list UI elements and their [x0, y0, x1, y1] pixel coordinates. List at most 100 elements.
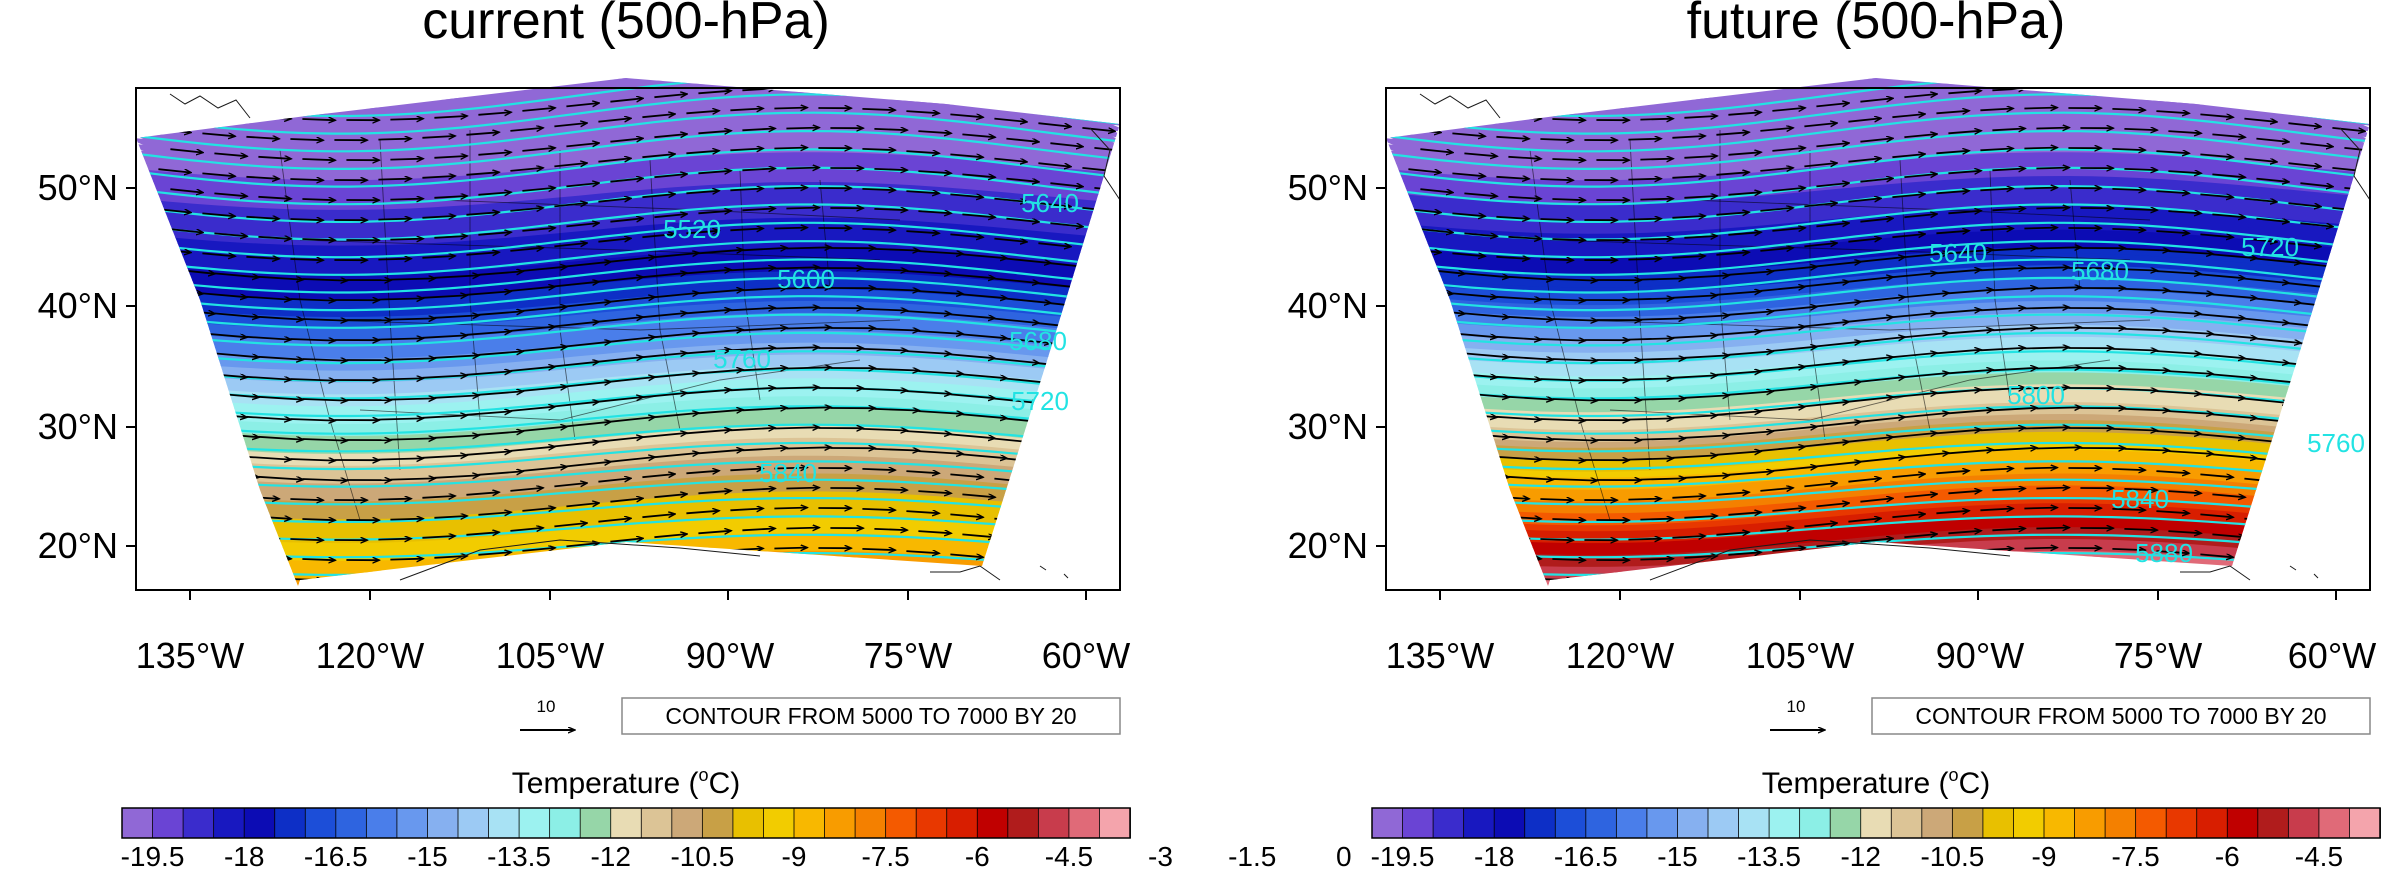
- wind-vector: [2288, 242, 2320, 246]
- wind-vector: [566, 262, 610, 268]
- wind-vector: [1804, 563, 1836, 566]
- wind-vector: [962, 213, 994, 217]
- wind-vector: [422, 216, 454, 218]
- wind-vector: [290, 299, 334, 301]
- colorbar-swatch: [2165, 807, 2198, 839]
- wind-vector: [642, 393, 686, 399]
- wind-vector: [1860, 457, 1904, 463]
- wind-vector: [202, 492, 234, 496]
- wind-vector: [1628, 139, 1660, 140]
- wind-vector: [422, 136, 454, 138]
- wind-vector: [1094, 507, 1120, 511]
- wind-vector: [610, 98, 642, 101]
- temperature-band: [136, 579, 1120, 586]
- wind-vector: [522, 267, 566, 272]
- wind-vector: [2288, 122, 2320, 126]
- wind-vector: [1050, 422, 1094, 428]
- colorbar-swatch: [457, 807, 490, 839]
- wind-vector: [390, 159, 422, 160]
- wind-vector: [1728, 192, 1760, 195]
- wind-vector: [522, 387, 566, 392]
- wind-vector: [554, 442, 598, 448]
- wind-vector: [566, 342, 610, 348]
- wind-vector: [1050, 542, 1082, 546]
- wind-vector: [290, 419, 334, 421]
- wind-vector: [730, 189, 762, 191]
- wind-vector: [246, 375, 290, 380]
- wind-vector: [686, 111, 718, 114]
- wind-vector: [918, 211, 950, 213]
- wind-vector: [2156, 191, 2188, 193]
- wind-vector: [1464, 352, 1508, 357]
- wind-vector: [686, 350, 730, 355]
- colorbar-title-text: Temperature: [512, 767, 680, 800]
- wind-vector: [2024, 267, 2068, 268]
- wind-vector: [1640, 398, 1684, 399]
- wind-vector: [1050, 502, 1082, 506]
- lon-tick-label: 105°W: [496, 635, 604, 676]
- wind-vector: [1728, 391, 1772, 396]
- wind-vector: [1980, 308, 2024, 310]
- wind-vector: [554, 203, 586, 206]
- colorbar-tick-label: -10.5: [1920, 841, 1984, 872]
- wind-vector: [378, 378, 422, 379]
- wind-vector: [730, 308, 774, 310]
- wind-vector: [1640, 199, 1672, 200]
- wind-vector: [302, 199, 334, 200]
- wind-vector: [1772, 188, 1804, 191]
- wind-vector: [1006, 537, 1038, 542]
- colorbar-swatch: [274, 807, 307, 839]
- wind-vector: [742, 288, 786, 290]
- wind-vector: [1464, 192, 1496, 196]
- wind-vector: [554, 523, 586, 526]
- wind-vector: [1038, 442, 1082, 448]
- colorbar-swatch: [732, 807, 765, 839]
- contour-label: 5840: [2111, 484, 2169, 514]
- wind-vector: [2244, 357, 2288, 363]
- wind-vector: [1672, 576, 1704, 578]
- wind-vector: [566, 583, 598, 586]
- wind-vector: [466, 572, 498, 575]
- wind-vector: [1050, 462, 1094, 468]
- height-contour: [1386, 258, 2369, 294]
- colorbar-tick-label: -18: [224, 841, 264, 872]
- wind-vector: [774, 228, 806, 229]
- wind-vector: [1948, 450, 1992, 455]
- wind-vector: [874, 329, 918, 331]
- wind-vector: [1948, 531, 1980, 534]
- wind-vector: [422, 415, 466, 417]
- wind-vector: [246, 217, 278, 219]
- wind-vector: [730, 268, 774, 270]
- wind-vector: [170, 188, 202, 192]
- wind-vector: [1948, 91, 1980, 94]
- colorbar-tick-label: -6: [2215, 841, 2240, 872]
- wind-vector: [1892, 313, 1936, 319]
- wind-vector: [2244, 157, 2276, 162]
- wind-vector: [2212, 93, 2244, 97]
- wind-vector: [2332, 527, 2364, 531]
- wind-vector: [950, 513, 982, 517]
- wind-vector: [214, 512, 246, 516]
- wind-vector: [1848, 158, 1880, 161]
- wind-vector: [1496, 217, 1528, 219]
- wind-vector: [434, 156, 466, 158]
- wind-vector: [1936, 390, 1980, 395]
- wind-vector: [2156, 511, 2188, 513]
- wind-vector: [1496, 455, 1540, 460]
- wind-vector: [862, 429, 906, 431]
- wind-vector: [1860, 337, 1904, 343]
- wind-vector: [522, 307, 566, 312]
- contour-label: 5880: [2135, 538, 2193, 568]
- wind-vector: [1684, 275, 1728, 277]
- wind-vector: [1464, 232, 1496, 236]
- colorbar-tick-label: -6: [965, 841, 990, 872]
- wind-vector: [522, 108, 554, 111]
- wind-vector: [2036, 488, 2068, 489]
- wind-vector: [2300, 382, 2344, 388]
- wind-vector: [786, 407, 830, 408]
- wind-vector: [1804, 483, 1836, 486]
- wind-vector: [786, 247, 830, 248]
- wind-vector: [1540, 459, 1584, 461]
- wind-vector: [1992, 328, 2036, 330]
